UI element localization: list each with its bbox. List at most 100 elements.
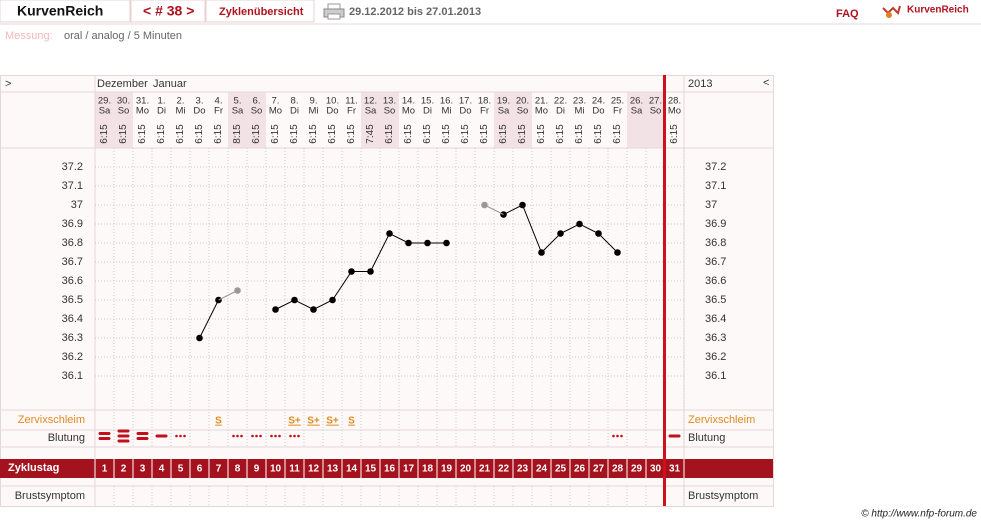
day-label: 31. (136, 96, 149, 107)
temperature-point (538, 249, 545, 256)
day-label: 9. (310, 96, 318, 107)
y-tick-label-right: 36.8 (705, 237, 726, 249)
y-tick-label-right: 37 (705, 199, 717, 211)
bleeding-dot (612, 434, 615, 438)
overview-link[interactable]: Zyklenübersicht (219, 6, 304, 18)
weekday-label: Sa (365, 106, 377, 117)
mucus-label-right: Zervixschleim (688, 414, 755, 426)
temperature-point (386, 230, 393, 237)
day-label: 15. (421, 96, 434, 107)
bleeding-dot (278, 434, 281, 438)
bleeding-bar (117, 434, 130, 438)
y-tick-label: 36.1 (62, 370, 83, 382)
day-label: 21. (535, 96, 548, 107)
mucus-mark: S (215, 416, 222, 427)
weekday-label: Fr (347, 106, 356, 117)
cycle-day: 1 (102, 464, 108, 475)
bleeding-bar (98, 432, 111, 435)
day-label: 16. (440, 96, 453, 107)
cycle-day: 31 (669, 464, 681, 475)
time-label: 6:15 (118, 124, 129, 144)
chart: > Dezember Januar 2013 <29.Sa6:1530.So6:1531… (0, 75, 773, 506)
nav-right[interactable]: < (763, 77, 769, 89)
weekday-label: So (384, 106, 396, 117)
y-tick-label: 36.8 (62, 237, 83, 249)
time-label: 6:15 (460, 124, 471, 144)
cycle-day: 8 (235, 464, 241, 475)
time-label: 6:15 (498, 124, 509, 144)
cycle-day: 13 (327, 464, 339, 475)
cycle-day: 10 (270, 464, 282, 475)
bleeding-dot (297, 434, 300, 438)
faq-link[interactable]: FAQ (836, 8, 859, 20)
connector (484, 204, 504, 215)
temperature-point (595, 230, 602, 237)
time-label: 6:15 (517, 124, 528, 144)
weekday-label: Sa (631, 106, 643, 117)
time-label: 6:15 (422, 124, 433, 144)
year-label: 2013 (688, 78, 712, 90)
bleeding-dot (289, 434, 292, 438)
bleeding-label-right: Blutung (688, 432, 725, 444)
day-label: 28. (668, 96, 681, 107)
bleeding-bar (117, 429, 130, 433)
y-tick-label-right: 36.9 (705, 218, 726, 230)
time-label: 6:15 (555, 124, 566, 144)
bleeding-dot (251, 434, 254, 438)
printer-icon[interactable] (323, 3, 345, 20)
mucus-mark: S (348, 416, 355, 427)
day-label: 20. (516, 96, 529, 107)
cycle-nav[interactable]: < # 38 > (143, 3, 194, 19)
weekend-shade (114, 92, 133, 148)
time-label: 6:15 (99, 124, 110, 144)
cycle-day: 27 (593, 464, 605, 475)
cycle-day: 23 (517, 464, 529, 475)
breast-label: Brustsymptom (15, 490, 85, 502)
time-label: 7:45 (365, 124, 376, 144)
time-label: 6:15 (251, 124, 262, 144)
day-label: 5. (234, 96, 242, 107)
y-tick-label-right: 37.1 (705, 180, 726, 192)
nav-box (130, 0, 206, 23)
weekday-label: Do (193, 106, 205, 117)
day-label: 30. (117, 96, 130, 107)
day-label: 27. (649, 96, 662, 107)
cycle-day: 9 (254, 464, 260, 475)
weekday-label: Sa (232, 106, 244, 117)
cycle-day: 7 (216, 464, 222, 475)
day-label: 22. (554, 96, 567, 107)
day-label: 26. (630, 96, 643, 107)
cycle-day: 5 (178, 464, 184, 475)
weekend-shade (361, 92, 380, 148)
time-label: 6:15 (289, 124, 300, 144)
overview-box (205, 0, 315, 23)
bleeding-dot (616, 434, 619, 438)
weekday-label: Mo (136, 106, 149, 117)
cycle-day: 26 (574, 464, 586, 475)
cycle-day: 19 (441, 464, 453, 475)
nav-left[interactable]: > (5, 78, 11, 90)
weekday-label: Di (290, 106, 299, 117)
weekday-label: Mo (535, 106, 548, 117)
weekday-label: So (251, 106, 263, 117)
weekend-shade (247, 92, 266, 148)
y-tick-label: 36.3 (62, 332, 83, 344)
y-tick-label-right: 37.2 (705, 161, 726, 173)
mucus-mark: S+ (307, 416, 320, 427)
y-tick-label-right: 36.6 (705, 275, 726, 287)
cycle-day: 28 (612, 464, 624, 475)
time-label: 6:15 (308, 124, 319, 144)
y-tick-label: 36.7 (62, 256, 83, 268)
time-label: 6:15 (593, 124, 604, 144)
bleeding-bar (117, 439, 130, 443)
day-label: 11. (345, 96, 358, 107)
weekday-label: Do (592, 106, 604, 117)
brand-box (0, 0, 131, 23)
y-tick-label-right: 36.3 (705, 332, 726, 344)
temperature-point (424, 239, 431, 247)
bleeding-mark (251, 434, 262, 438)
y-tick-label: 36.6 (62, 275, 83, 287)
day-label: 6. (253, 96, 261, 107)
breast-label-right: Brustsymptom (688, 490, 758, 502)
weekday-label: Mi (574, 106, 584, 117)
